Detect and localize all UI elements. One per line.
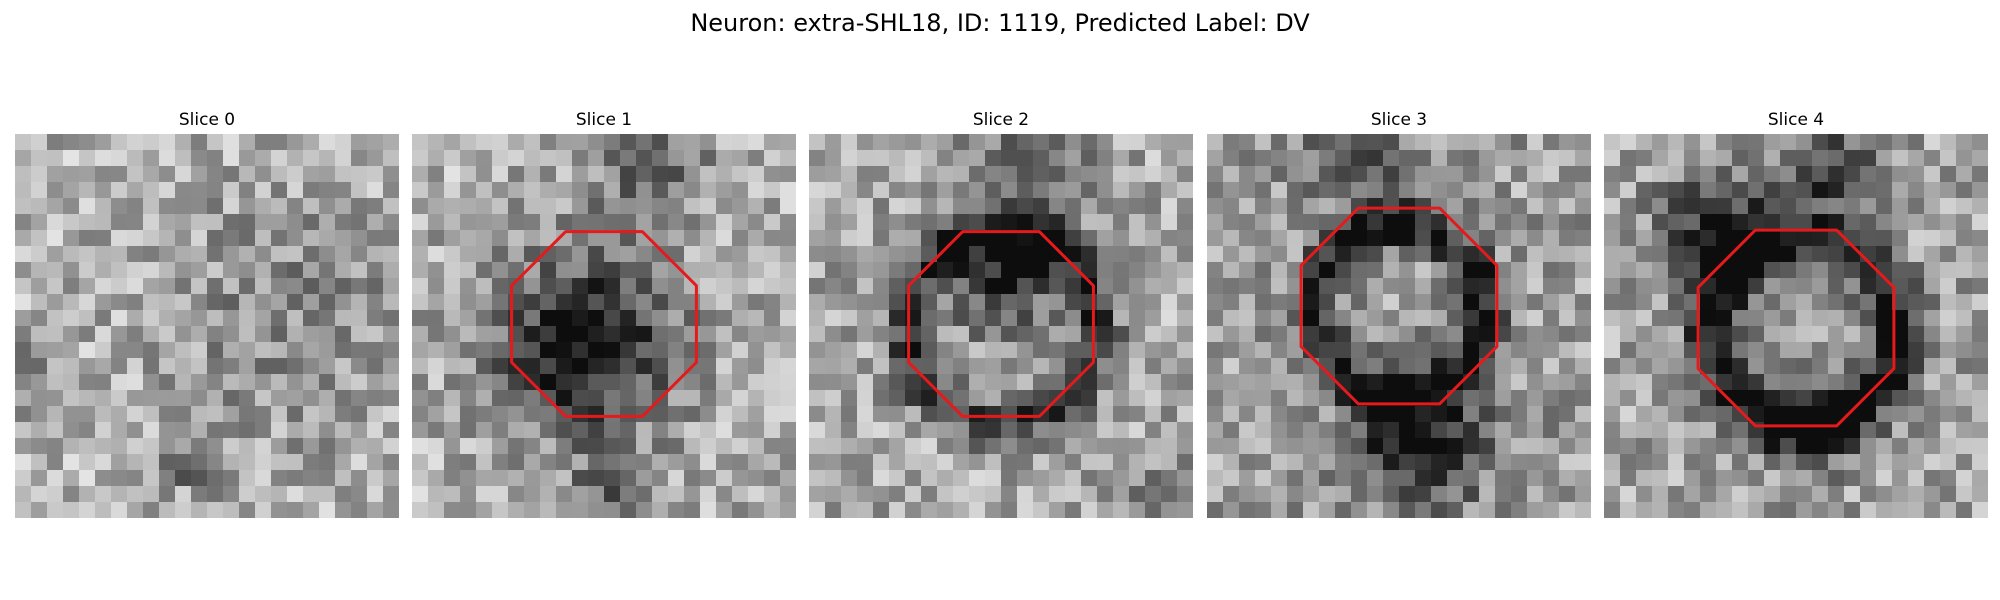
slice-panel-4: Slice 4 xyxy=(1604,108,1988,518)
slice-title-0: Slice 0 xyxy=(178,110,236,130)
slice-title-3: Slice 3 xyxy=(1370,110,1428,130)
slice-panel-2: Slice 2 xyxy=(809,108,1193,518)
roi-outline-2 xyxy=(907,230,1095,418)
slice-panel-1: Slice 1 xyxy=(412,108,796,518)
slice-panel-3: Slice 3 xyxy=(1207,108,1591,518)
figure-title: Neuron: extra-SHL18, ID: 1119, Predicted… xyxy=(690,9,1310,37)
roi-outline-1 xyxy=(510,230,698,418)
slice-title-4: Slice 4 xyxy=(1767,110,1825,130)
slice-panel-0: Slice 0 xyxy=(15,108,399,518)
slice-image-4 xyxy=(1604,134,1988,518)
roi-outline-4 xyxy=(1696,228,1896,428)
slice-image-1 xyxy=(412,134,796,518)
slice-title-2: Slice 2 xyxy=(972,110,1030,130)
slice-image-3 xyxy=(1207,134,1591,518)
slice-title-1: Slice 1 xyxy=(575,110,633,130)
slice-image-0 xyxy=(15,134,399,518)
roi-outline-3 xyxy=(1299,206,1499,406)
slice-image-2 xyxy=(809,134,1193,518)
